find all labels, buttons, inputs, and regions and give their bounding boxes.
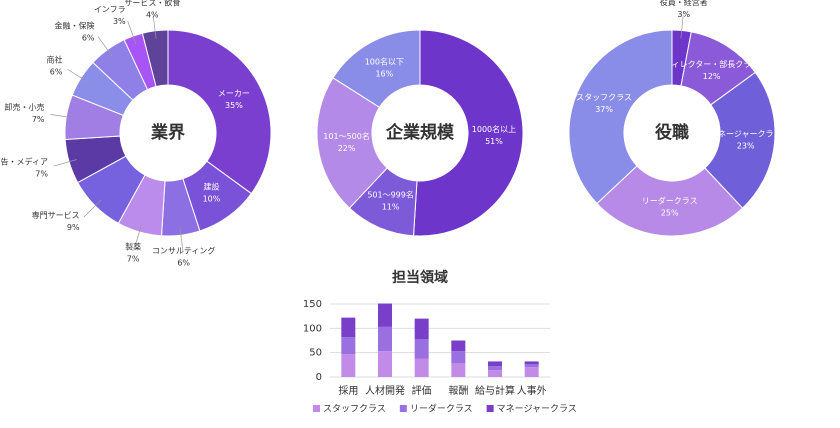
slice-label: 101〜500名 — [323, 131, 370, 141]
slice-value: 4% — [146, 10, 159, 19]
slice-value: 37% — [595, 105, 613, 114]
slice-value: 35% — [225, 101, 243, 110]
bar-segment — [451, 340, 466, 352]
slice-value: 7% — [35, 169, 48, 178]
donut-slice — [704, 71, 776, 209]
slice-label: 役員・経営者 — [660, 0, 708, 7]
slice-value: 9% — [67, 223, 80, 232]
bar-segment — [378, 326, 392, 352]
leader-line — [680, 14, 684, 39]
slice-label: メーカー — [218, 89, 250, 98]
leader-line — [152, 14, 157, 39]
x-tick-label: 採用 — [338, 384, 358, 397]
donut-title: 業界 — [151, 122, 185, 143]
slice-label: インフラ — [94, 5, 126, 14]
donut-slice — [141, 29, 169, 88]
slice-label: リーダークラス — [642, 195, 698, 205]
leader-line — [53, 159, 77, 167]
donut-slice — [596, 165, 744, 237]
slice-value: 3% — [677, 10, 690, 19]
slice-value: 7% — [32, 115, 45, 124]
legend-swatch — [399, 405, 407, 412]
bar-segment — [341, 317, 356, 338]
slice-value: 6% — [177, 259, 190, 268]
slice-value: 7% — [127, 255, 140, 264]
bar-segment — [451, 363, 466, 377]
slice-value: 25% — [661, 208, 679, 217]
slice-value: 16% — [375, 70, 393, 79]
chart-title: 担当領域 — [392, 269, 448, 286]
y-tick-label: 100 — [303, 323, 322, 334]
donut-slice — [568, 29, 673, 205]
donut-slice — [332, 29, 421, 108]
donut-slice — [316, 77, 388, 209]
slice-value: 10% — [203, 194, 221, 203]
slice-label: 1000名以上 — [472, 124, 516, 134]
leader-line — [83, 199, 102, 218]
bar-segment — [524, 367, 539, 377]
donut-title: 企業規模 — [385, 122, 455, 143]
legend-label: スタッフクラス — [323, 404, 386, 415]
slice-value: 23% — [737, 141, 755, 150]
slice-label: マネージャークラス — [710, 129, 781, 138]
leader-line — [179, 227, 184, 252]
slice-label: 広告・メディア — [0, 156, 48, 166]
x-tick-label: 人事外 — [517, 384, 547, 397]
x-tick-label: 給与計算 — [475, 384, 515, 397]
slice-label: 製薬 — [125, 242, 141, 252]
slice-label: 卸売・小売 — [5, 102, 45, 112]
legend-swatch — [313, 405, 320, 412]
bar-segment — [414, 358, 429, 377]
bar-segment — [524, 361, 539, 365]
y-tick-label: 50 — [309, 348, 322, 359]
slice-label: スタッフクラス — [576, 93, 632, 102]
slice-value: 51% — [485, 137, 503, 146]
legend-swatch — [486, 405, 494, 412]
slice-value: 11% — [382, 202, 400, 211]
slice-label: 501〜999名 — [367, 189, 414, 199]
bar-segment — [451, 351, 466, 364]
slice-value: 22% — [338, 144, 356, 153]
bar-segment — [414, 318, 429, 340]
donut-slice — [413, 29, 524, 237]
leader-line — [97, 36, 113, 57]
bar-segment — [378, 303, 392, 327]
slice-label: サービス・飲食 — [124, 0, 180, 7]
bar-segment — [341, 337, 356, 355]
slice-label: 建設 — [203, 181, 219, 191]
y-tick-label: 0 — [316, 372, 322, 383]
bar-segment — [488, 370, 502, 377]
slice-label: 商社 — [46, 55, 62, 65]
bar-segment — [488, 366, 502, 371]
leader-line — [127, 20, 137, 44]
bar-segment — [524, 364, 539, 368]
slice-label: ディレクター・部長クラス — [664, 59, 759, 69]
leader-line — [50, 114, 75, 119]
slice-label: 100名以下 — [365, 57, 404, 67]
slice-value: 6% — [82, 33, 95, 42]
bar-segment — [414, 339, 429, 359]
leader-line — [67, 68, 88, 83]
legend-label: リーダークラス — [410, 403, 473, 415]
slice-label: 専門サービス — [32, 210, 80, 220]
slice-label: 金融・保険 — [55, 20, 95, 30]
slice-value: 3% — [113, 17, 126, 26]
slice-value: 6% — [50, 68, 63, 77]
x-tick-label: 報酬 — [448, 385, 468, 397]
leader-line — [134, 224, 142, 248]
x-tick-label: 評価 — [412, 384, 432, 397]
y-tick-label: 150 — [303, 299, 322, 310]
x-tick-label: 人材開発 — [365, 384, 405, 397]
slice-label: コンサルティング — [152, 246, 216, 256]
bar-segment — [488, 361, 502, 367]
legend-label: マネージャークラス — [497, 404, 577, 415]
donut-slice — [167, 29, 272, 195]
donut-title: 役職 — [655, 122, 689, 143]
bar-segment — [378, 351, 392, 377]
slice-value: 12% — [703, 72, 721, 81]
bar-segment — [341, 354, 356, 377]
